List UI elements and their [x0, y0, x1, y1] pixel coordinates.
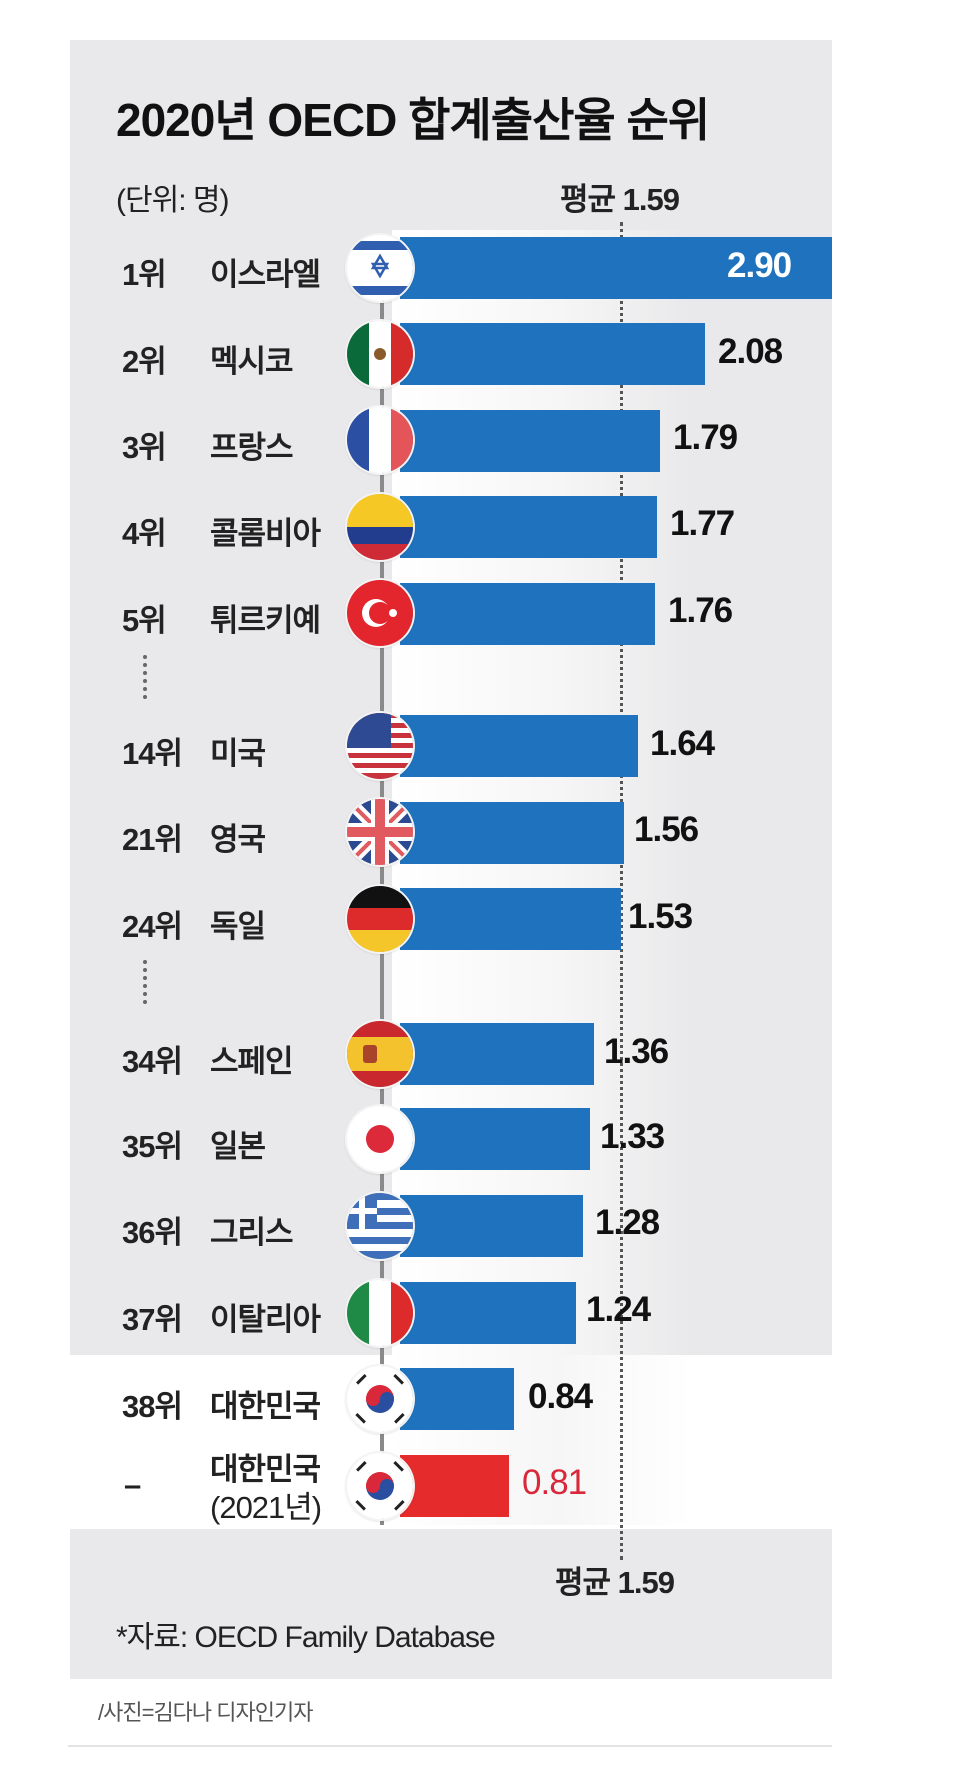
korea-flag-icon: [347, 1366, 413, 1432]
rank-label: 1위: [122, 257, 167, 292]
bar-mexico: [400, 323, 705, 385]
rank-label: 4위: [122, 516, 167, 551]
bar-korea-2020: [400, 1368, 514, 1430]
value-label: 2.08: [718, 332, 783, 371]
uk-flag-icon: [347, 799, 413, 865]
bar-uk: [400, 802, 624, 864]
source-note: *자료: OECD Family Database: [116, 1621, 496, 1654]
photo-caption: /사진=김다나 디자인기자: [98, 1700, 313, 1725]
country-label: 튀르키예: [210, 603, 321, 638]
average-reference-line: [620, 222, 623, 1560]
country-label: 콜롬비아: [210, 516, 321, 551]
bar-japan: [400, 1108, 590, 1170]
country-label: 대한민국: [210, 1389, 321, 1424]
country-label: 일본: [210, 1129, 266, 1164]
rank-label: 35위: [122, 1129, 183, 1164]
spain-flag-icon: [347, 1021, 413, 1087]
chart-panel-bottom: [70, 1529, 832, 1679]
country-label: 영국: [210, 822, 266, 857]
bar-usa: [400, 715, 638, 777]
average-label-top: 평균 1.59: [560, 182, 680, 217]
bar-korea-2021: [400, 1455, 509, 1517]
israel-flag-icon: [347, 235, 413, 301]
country-label: 이탈리아: [210, 1302, 321, 1337]
value-label: 1.24: [586, 1290, 651, 1329]
rank-label: 21위: [122, 822, 183, 857]
country-label: 대한민국: [210, 1452, 321, 1487]
bar-greece: [400, 1195, 583, 1257]
rank-label: 34위: [122, 1044, 183, 1079]
unit-label: (단위: 명): [116, 184, 229, 217]
bar-germany: [400, 888, 621, 950]
country-label: 독일: [210, 909, 266, 944]
country-label: 프랑스: [210, 430, 294, 465]
value-label: 1.77: [670, 504, 735, 543]
value-label: 1.76: [668, 591, 733, 630]
turkey-flag-icon: [347, 580, 413, 646]
rank-label: 3위: [122, 430, 167, 465]
bar-turkey: [400, 583, 655, 645]
mexico-flag-icon: [347, 321, 413, 387]
value-label: 1.36: [604, 1032, 669, 1071]
value-label: 1.79: [673, 418, 738, 457]
bar-spain: [400, 1023, 594, 1085]
value-label: 2.90: [727, 246, 792, 285]
ellipsis-dots: [143, 960, 147, 1004]
country-label: 미국: [210, 736, 266, 771]
rank-label: 5위: [122, 603, 167, 638]
bar-france: [400, 410, 660, 472]
value-label: 0.84: [528, 1377, 593, 1416]
rank-label: 2위: [122, 344, 167, 379]
rank-label: 36위: [122, 1215, 183, 1250]
value-label-highlight: 0.81: [522, 1463, 587, 1502]
value-label: 1.33: [600, 1117, 665, 1156]
average-label-bottom: 평균 1.59: [555, 1565, 675, 1600]
rank-label: 37위: [122, 1302, 183, 1337]
divider: [68, 1745, 832, 1747]
korea-flag-icon: [347, 1453, 413, 1519]
usa-flag-icon: [347, 713, 413, 779]
bar-israel: [400, 237, 832, 299]
greece-flag-icon: [347, 1193, 413, 1259]
value-label: 1.56: [634, 810, 699, 849]
france-flag-icon: [347, 407, 413, 473]
country-label: 이스라엘: [210, 257, 321, 292]
country-label: 스페인: [210, 1044, 294, 1079]
value-label: 1.28: [595, 1203, 660, 1242]
germany-flag-icon: [347, 886, 413, 952]
country-label: 멕시코: [210, 344, 294, 379]
japan-flag-icon: [347, 1106, 413, 1172]
ellipsis-dots: [143, 655, 147, 699]
rank-label: –: [124, 1467, 141, 1502]
rank-label: 14위: [122, 736, 183, 771]
rank-label: 24위: [122, 909, 183, 944]
italy-flag-icon: [347, 1280, 413, 1346]
country-sublabel: (2021년): [210, 1490, 322, 1525]
bar-colombia: [400, 496, 657, 558]
value-label: 1.64: [650, 724, 715, 763]
rank-label: 38위: [122, 1389, 183, 1424]
bar-italy: [400, 1282, 576, 1344]
country-label: 그리스: [210, 1215, 294, 1250]
value-label: 1.53: [628, 897, 693, 936]
colombia-flag-icon: [347, 494, 413, 560]
chart-title: 2020년 OECD 합계출산율 순위: [116, 94, 710, 146]
